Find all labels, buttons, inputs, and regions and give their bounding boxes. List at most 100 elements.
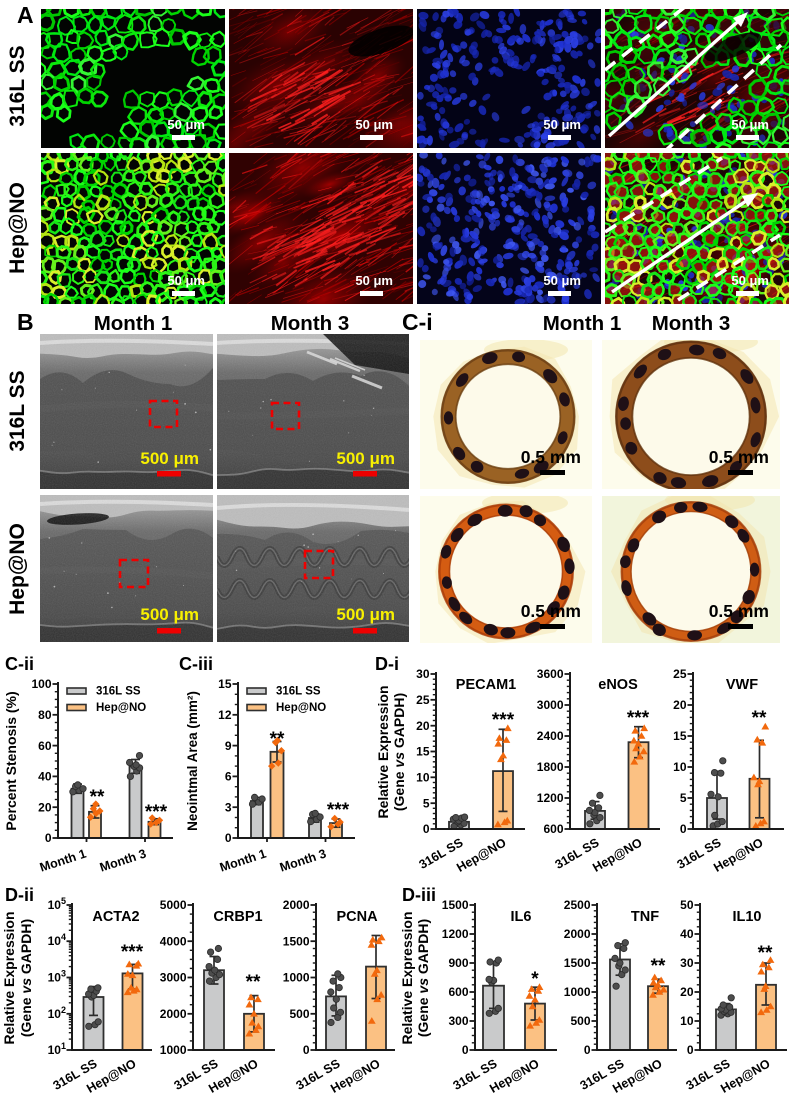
- svg-text:5000: 5000: [160, 898, 187, 912]
- svg-text:50 μm: 50 μm: [731, 117, 769, 132]
- svg-text:50 μm: 50 μm: [543, 273, 581, 288]
- svg-text:12: 12: [218, 708, 232, 722]
- svg-text:0.5 mm: 0.5 mm: [709, 447, 769, 467]
- svg-text:60: 60: [38, 739, 52, 753]
- svg-text:500 μm: 500 μm: [336, 449, 395, 468]
- svg-text:316L SS: 316L SS: [276, 686, 321, 698]
- svg-text:500 μm: 500 μm: [336, 605, 395, 624]
- svg-text:**: **: [651, 956, 666, 977]
- svg-text:Percent Stenosis (%): Percent Stenosis (%): [3, 691, 19, 830]
- svg-text:40: 40: [680, 927, 694, 941]
- svg-text:500 μm: 500 μm: [140, 605, 199, 624]
- svg-text:1000: 1000: [160, 1043, 187, 1057]
- svg-text:VWF: VWF: [726, 677, 758, 693]
- svg-text:**: **: [758, 943, 773, 964]
- svg-text:600: 600: [448, 985, 468, 999]
- svg-text:0: 0: [680, 822, 687, 836]
- svg-text:Month 3: Month 3: [652, 312, 731, 335]
- svg-text:50 μm: 50 μm: [731, 273, 769, 288]
- svg-text:500: 500: [289, 1007, 309, 1021]
- svg-text:6: 6: [225, 770, 232, 784]
- svg-text:C-ii: C-ii: [5, 654, 34, 674]
- svg-text:1500: 1500: [564, 956, 591, 970]
- svg-text:Month 1: Month 1: [94, 312, 173, 335]
- svg-text:***: ***: [627, 708, 650, 729]
- svg-text:1000: 1000: [564, 985, 591, 999]
- svg-text:2000: 2000: [564, 927, 591, 941]
- svg-text:Relative Expression: Relative Expression: [399, 911, 415, 1044]
- svg-text:2400: 2400: [537, 729, 564, 743]
- svg-text:D-iii: D-iii: [402, 885, 436, 905]
- svg-text:***: ***: [492, 710, 515, 731]
- svg-text:1500: 1500: [442, 898, 469, 912]
- svg-text:5: 5: [423, 796, 430, 810]
- svg-text:20: 20: [680, 985, 694, 999]
- svg-text:0: 0: [687, 1043, 694, 1057]
- svg-text:D-ii: D-ii: [5, 885, 34, 905]
- svg-text:600: 600: [543, 822, 563, 836]
- svg-text:316L SS: 316L SS: [96, 686, 141, 698]
- svg-text:A: A: [17, 2, 34, 28]
- svg-text:ACTA2: ACTA2: [92, 909, 139, 925]
- svg-text:5: 5: [680, 791, 687, 805]
- svg-text:500 μm: 500 μm: [140, 449, 199, 468]
- svg-text:20: 20: [673, 698, 687, 712]
- svg-text:2000: 2000: [160, 1007, 187, 1021]
- svg-text:Relative Expression: Relative Expression: [1, 911, 17, 1044]
- svg-text:100: 100: [31, 677, 51, 691]
- svg-text:50 μm: 50 μm: [543, 117, 581, 132]
- svg-text:20: 20: [38, 800, 52, 814]
- svg-text:15: 15: [416, 745, 430, 759]
- svg-text:0: 0: [584, 1043, 591, 1057]
- svg-text:(Gene vs GAPDH): (Gene vs GAPDH): [391, 693, 407, 811]
- svg-text:3000: 3000: [160, 971, 187, 985]
- svg-text:3600: 3600: [537, 667, 564, 681]
- svg-text:40: 40: [38, 770, 52, 784]
- svg-text:0: 0: [45, 831, 52, 845]
- svg-text:3000: 3000: [537, 698, 564, 712]
- svg-text:0: 0: [462, 1043, 469, 1057]
- svg-text:4000: 4000: [160, 935, 187, 949]
- svg-text:PECAM1: PECAM1: [456, 677, 516, 693]
- svg-text:50 μm: 50 μm: [355, 117, 393, 132]
- svg-text:20: 20: [416, 719, 430, 733]
- svg-text:B: B: [17, 309, 34, 335]
- svg-text:Hep@NO: Hep@NO: [96, 702, 146, 714]
- svg-text:1800: 1800: [537, 760, 564, 774]
- svg-text:50 μm: 50 μm: [167, 117, 205, 132]
- svg-text:500: 500: [570, 1014, 590, 1028]
- svg-text:80: 80: [38, 708, 52, 722]
- svg-text:9: 9: [225, 739, 232, 753]
- svg-text:Hep@NO: Hep@NO: [6, 523, 29, 615]
- svg-text:Month 3: Month 3: [271, 312, 350, 335]
- svg-text:0: 0: [303, 1043, 310, 1057]
- svg-text:25: 25: [416, 693, 430, 707]
- svg-text:D-i: D-i: [375, 654, 399, 674]
- svg-text:2500: 2500: [564, 898, 591, 912]
- svg-text:15: 15: [673, 729, 687, 743]
- svg-text:***: ***: [121, 942, 144, 963]
- svg-text:(Gene vs GAPDH): (Gene vs GAPDH): [18, 919, 34, 1037]
- svg-text:0.5 mm: 0.5 mm: [521, 601, 581, 621]
- svg-text:3: 3: [225, 800, 232, 814]
- svg-text:25: 25: [673, 667, 687, 681]
- svg-text:10: 10: [673, 760, 687, 774]
- svg-text:50 μm: 50 μm: [355, 273, 393, 288]
- svg-text:Relative Expression: Relative Expression: [375, 685, 391, 818]
- svg-text:Hep@NO: Hep@NO: [276, 702, 326, 714]
- svg-text:30: 30: [680, 956, 694, 970]
- svg-text:1200: 1200: [537, 791, 564, 805]
- svg-text:10: 10: [680, 1014, 694, 1028]
- svg-text:50: 50: [680, 898, 694, 912]
- svg-text:IL6: IL6: [511, 909, 532, 925]
- svg-text:**: **: [270, 729, 285, 750]
- svg-text:300: 300: [448, 1014, 468, 1028]
- svg-text:0: 0: [423, 822, 430, 836]
- svg-text:15: 15: [218, 677, 232, 691]
- svg-text:316L SS: 316L SS: [6, 45, 29, 126]
- svg-text:(Gene vs GAPDH): (Gene vs GAPDH): [415, 919, 431, 1037]
- svg-text:1000: 1000: [283, 971, 310, 985]
- svg-text:Month 1: Month 1: [543, 312, 622, 335]
- svg-text:**: **: [752, 708, 767, 729]
- svg-text:IL10: IL10: [732, 909, 761, 925]
